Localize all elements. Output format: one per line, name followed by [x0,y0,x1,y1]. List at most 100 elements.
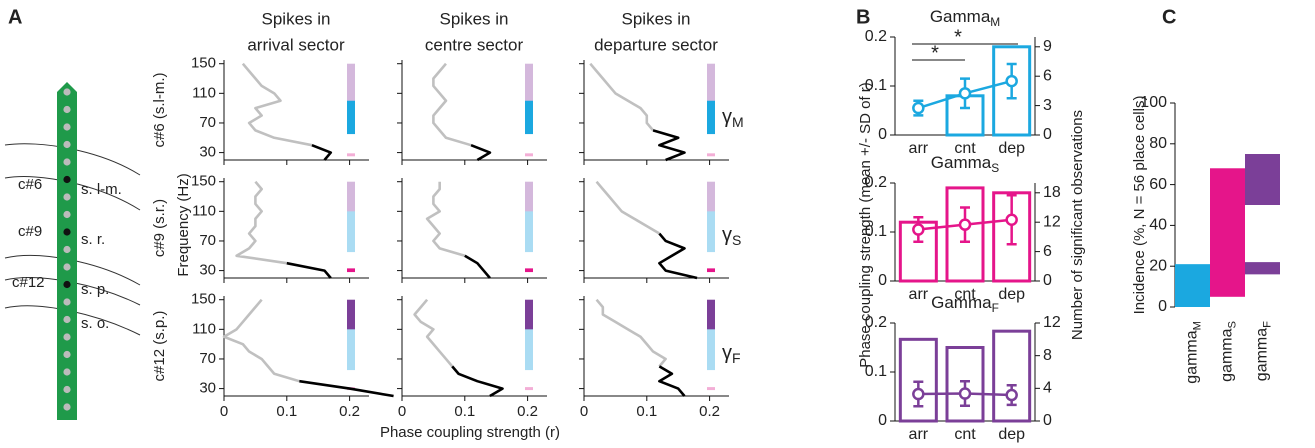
x-tick-label-main: gamma [1219,328,1236,381]
profile-line [222,298,300,383]
gamma-band [347,63,355,109]
chart-title-main: Gamma [930,7,991,26]
site [63,158,71,166]
x-tick-label: gammaM [1184,321,1204,384]
y2-tick-label: 9 [1043,38,1052,55]
chart-title: GammaM [930,7,1000,29]
y-tick-label: 30 [199,262,216,279]
gamma-band [525,153,533,157]
point [912,101,925,115]
layer-label: s. o. [81,315,109,332]
panel-label: B [856,6,870,28]
chart-title: GammaF [931,293,999,315]
gamma-band [707,329,715,371]
chart-title-main: Gamma [931,293,992,312]
x-tick-label: dep [998,286,1025,303]
site [63,140,71,149]
bar [992,45,1032,137]
gamma-band [525,100,533,135]
gamma-label-main: γ [722,106,732,128]
y-tick-label: 30 [199,144,216,161]
y-tick-label: 60 [1149,176,1167,193]
y-tick-label: 0 [1158,298,1167,315]
profile-line [235,180,287,265]
layer-label: s. l-m. [81,181,122,198]
x-tick-label: arr [909,426,929,443]
x-tick-label: 0 [398,403,406,420]
x-tick-label: 0.1 [454,403,475,420]
y-tick-label: 150 [191,55,216,72]
y-tick-label: 100 [1140,94,1167,111]
profile-line [595,298,667,368]
column-title: centre sector [425,35,524,54]
chart-title-sub: F [992,301,999,315]
gamma-band [525,329,533,371]
segment [1245,154,1280,205]
gamma-band [347,181,355,227]
segment [1245,262,1280,275]
profile-line [464,254,491,279]
gamma-band [707,100,715,135]
y2-tick-label: 8 [1043,347,1052,364]
y2-tick-label: 6 [1043,67,1052,84]
cell-label: c#6 [18,176,42,193]
y-tick-label: 150 [191,291,216,308]
segment [1175,264,1210,307]
site [63,245,71,254]
site [63,88,71,96]
y2-tick-label: 4 [1043,380,1052,397]
layer-label: s. p. [81,281,109,298]
y2-tick-label: 6 [1043,243,1052,260]
y-tick-label: 0.2 [865,28,887,45]
y-tick-label: 110 [192,202,216,219]
y-axis-label: Frequency (Hz) [175,173,192,276]
y2-tick-label: 0 [1043,272,1052,289]
y-tick-label: 110 [192,84,216,101]
x-tick-label-sub: F [1261,321,1273,328]
x-tick-label-main: gamma [1184,330,1201,383]
bar [898,337,938,423]
y-tick-label: 70 [199,350,216,367]
y-tick-label: 0 [878,412,887,429]
significance-bracket [912,43,1018,61]
profile-line [241,62,313,147]
profile-line [595,180,661,235]
y2-tick-label: 3 [1043,97,1052,114]
y-tick-label: 110 [192,320,216,337]
y2-tick-label: 0 [1043,126,1052,143]
gamma-band [707,63,715,109]
point [912,387,925,401]
gamma-band [525,299,533,345]
y-tick-label: 0.1 [865,363,887,380]
x-tick-label: dep [998,426,1025,443]
x-tick-label: gammaF [1254,321,1274,381]
site [63,263,71,271]
site [63,368,71,376]
point [958,87,972,100]
column-title: arrival sector [247,35,345,54]
column-title: Spikes in [622,9,691,28]
significance-star: * [931,42,939,64]
point [1005,213,1018,226]
site [63,333,71,341]
x-tick-label-sub: M [1191,321,1203,330]
panel-label: C [1162,6,1176,28]
point [1005,74,1018,88]
x-tick-label: cnt [954,140,976,157]
site [63,298,71,306]
gamma-band [707,299,715,345]
y-tick-label: 0.2 [865,174,887,191]
bar [992,191,1032,283]
y-tick-label: 0.1 [865,223,887,240]
recording-sites [63,88,71,411]
profile-line [425,181,466,258]
point [958,218,972,231]
profile-line [451,365,504,398]
gamma-label: γS [722,224,741,247]
y-tick-label: 0 [878,272,887,289]
y2-tick-label: 0 [1043,412,1052,429]
y-axis-label: Phase coupling strength (mean +/- SD of … [857,82,874,368]
bar [945,346,985,423]
chart-title-sub: S [991,161,999,175]
